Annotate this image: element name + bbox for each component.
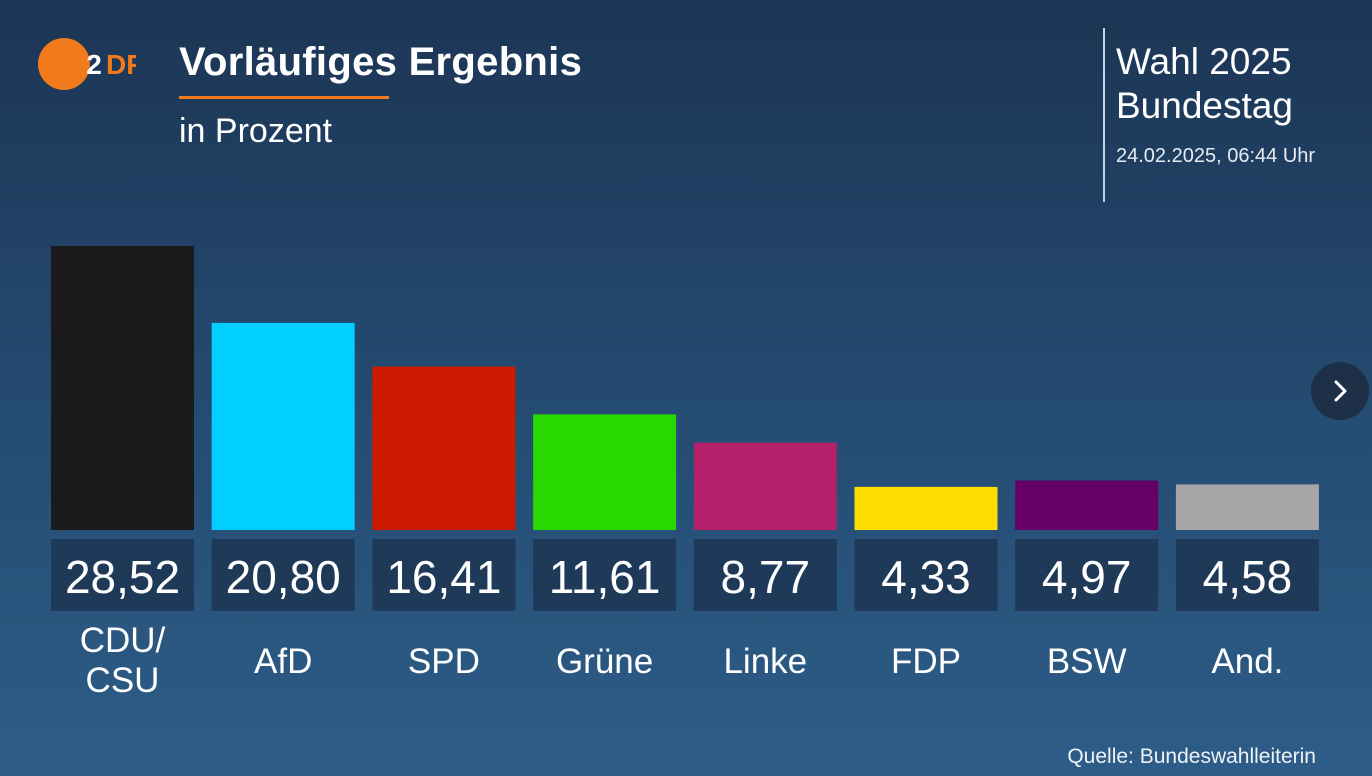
value-label-6: 4,97: [1042, 551, 1132, 603]
zdf-logo-mark: 2 DF: [38, 38, 136, 90]
zdf-logo: 2 DF: [36, 36, 136, 92]
value-label-5: 4,33: [881, 551, 971, 603]
bar-1: [211, 322, 355, 530]
next-button[interactable]: [1311, 362, 1369, 420]
value-label-2: 16,41: [386, 551, 501, 603]
page-title: Vorläufiges Ergebnis: [179, 40, 583, 84]
bar-5: [854, 486, 998, 530]
svg-text:2: 2: [86, 49, 102, 80]
category-label-7: And.: [1211, 642, 1283, 681]
value-box-7: [1175, 539, 1319, 611]
header-divider: [1103, 28, 1105, 202]
value-label-1: 20,80: [226, 551, 341, 603]
election-title-line2: Bundestag: [1116, 85, 1293, 126]
chevron-right-icon: [1334, 380, 1347, 402]
category-label-2: SPD: [408, 642, 480, 681]
bar-6: [1015, 480, 1159, 530]
bar-2: [372, 366, 516, 530]
value-box-3: [533, 539, 677, 611]
bar-4: [693, 442, 837, 530]
source-note: Quelle: Bundeswahlleiterin: [1067, 745, 1316, 768]
bar-7: [1175, 484, 1319, 530]
value-box-0: [51, 539, 194, 611]
category-label-0-line-1: CSU: [86, 661, 160, 700]
value-label-3: 11,61: [549, 551, 661, 603]
value-box-6: [1015, 539, 1159, 611]
result-timestamp: 24.02.2025, 06:44 Uhr: [1116, 145, 1316, 167]
value-box-5: [854, 539, 998, 611]
value-label-7: 4,58: [1203, 551, 1293, 603]
value-box-4: [693, 539, 837, 611]
category-label-1: AfD: [254, 642, 312, 681]
svg-text:DF: DF: [106, 49, 136, 80]
election-title: Wahl 2025 Bundestag: [1116, 40, 1293, 128]
value-box-1: [211, 539, 355, 611]
category-label-6: BSW: [1047, 642, 1127, 681]
value-box-2: [372, 539, 516, 611]
category-label-4: Linke: [723, 642, 807, 681]
value-label-0: 28,52: [65, 551, 180, 603]
title-underline: [179, 96, 389, 99]
category-label-5: FDP: [891, 642, 961, 681]
category-label-3: Grüne: [556, 642, 653, 681]
bar-3: [533, 414, 677, 530]
category-label-0-line-0: CDU/: [80, 621, 166, 660]
bar-0: [51, 246, 194, 530]
value-label-4: 8,77: [721, 551, 811, 603]
election-title-line1: Wahl 2025: [1116, 41, 1292, 82]
page-subtitle: in Prozent: [179, 112, 333, 150]
